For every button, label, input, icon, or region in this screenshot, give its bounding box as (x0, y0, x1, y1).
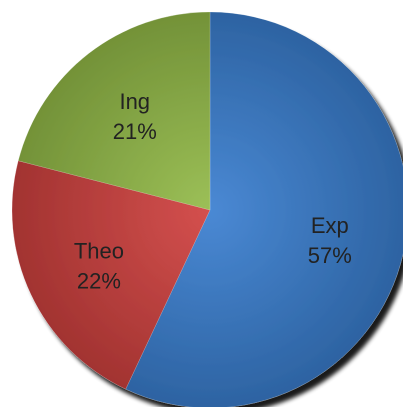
slice-name-ing: Ing (119, 89, 150, 114)
slice-name-theo: Theo (74, 238, 124, 263)
slice-name-exp: Exp (311, 213, 349, 238)
pie-labels: Exp 57% Theo 22% Ing 21% (74, 89, 352, 293)
pie-slice-ing (17, 11, 211, 211)
slice-percent-ing: 21% (113, 119, 157, 144)
slice-label-exp: Exp 57% (308, 213, 352, 268)
slice-percent-theo: 22% (77, 268, 121, 293)
pie-slice-exp (125, 11, 403, 407)
pie-slices (11, 11, 403, 407)
slice-label-ing: Ing 21% (113, 89, 157, 144)
pie-slice-theo (11, 160, 211, 390)
slice-label-theo: Theo 22% (74, 238, 124, 293)
slice-percent-exp: 57% (308, 243, 352, 268)
